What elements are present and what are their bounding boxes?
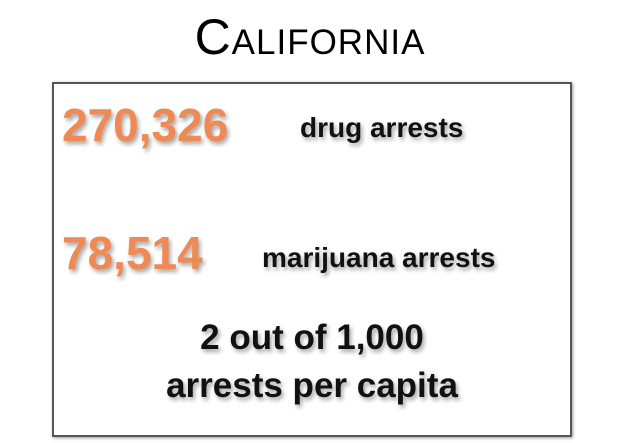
stat-number: 78,514	[62, 227, 203, 279]
title: California	[194, 9, 426, 65]
stat-number: 270,326	[62, 99, 229, 151]
stat-label: marijuana arrests	[262, 242, 496, 273]
note-line: 2 out of 1,000	[200, 318, 424, 357]
stat-label: drug arrests	[300, 112, 464, 143]
info-box	[52, 82, 572, 437]
note-line: arrests per capita	[166, 366, 458, 405]
